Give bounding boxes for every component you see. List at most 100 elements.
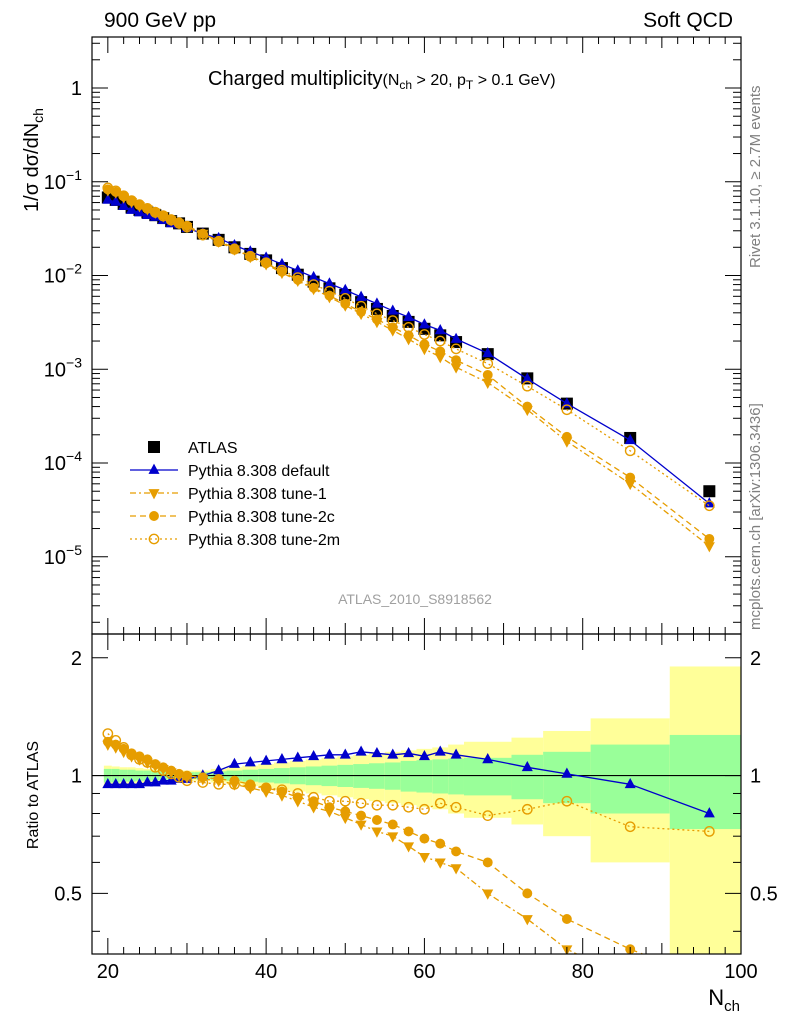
ratio-band-green [669,734,741,830]
ratio-point-pythia-8-308-tune-1 [387,832,399,843]
main-point-pythia-8-308-tune-2m [419,329,430,340]
ratio-point-pythia-8-308-default [521,760,533,772]
main-ytick-label: 10−3 [44,354,82,381]
ratio-point-pythia-8-308-tune-2m [181,775,193,787]
main-point-pythia-8-308-tune-1 [482,378,494,389]
main-point-pythia-8-308-tune-2c [482,369,493,380]
main-point-pythia-8-308-tune-2m [339,293,351,304]
ratio-point-pythia-8-308-tune-2c [522,888,533,899]
ratio-point-pythia-8-308-default [355,745,367,756]
main-point-pythia-8-308-tune-1 [434,353,446,364]
main-point-pythia-8-308-default [703,497,715,508]
main-point-pythia-8-308-tune-2c [142,203,153,214]
main-point-pythia-8-308-tune-2m [561,404,573,416]
main-point-pythia-8-308-tune-2m [521,380,533,392]
ratio-point-pythia-8-308-tune-2m [339,795,351,807]
ratio-ylabel: Ratio to ATLAS [25,741,42,849]
ratio-point-pythia-8-308-default [482,753,494,764]
main-point-pythia-8-308-default [339,283,351,294]
ratio-point-pythia-8-308-tune-2c [134,751,145,762]
main-point-pythia-8-308-tune-2m [118,190,130,202]
main-panel: 110−110−210−310−410−5 1/σ dσ/dNch Charge… [21,36,742,635]
main-ytick-label: 10−2 [44,261,82,288]
ratio-point-pythia-8-308-tune-2m [142,757,153,768]
main-point-pythia-8-308-default [110,195,122,206]
main-point-pythia-8-308-tune-2m [244,250,256,262]
ratio-line-pythia-8-308-tune-2m [107,733,710,833]
chart-title-sub-mid: > 20, p [412,72,466,89]
main-point-pythia-8-308-tune-2c [245,250,256,261]
chart-title: Charged multiplicity(Nch > 20, pT > 0.1 … [208,68,556,92]
legend-marker-pythia-8-308-tune-2c [149,511,159,521]
ratio-point-pythia-8-308-default [244,756,256,767]
ratio-point-pythia-8-308-default [228,757,240,768]
ratio-point-pythia-8-308-default [561,767,573,778]
ratio-point-pythia-8-308-tune-2c [356,810,367,821]
ratio-point-pythia-8-308-tune-2c [704,975,714,985]
main-ytick-label: 10−5 [44,542,82,569]
ratio-point-pythia-8-308-tune-2c [261,782,272,793]
ratio-point-pythia-8-308-tune-2m [110,735,122,746]
ratio-point-pythia-8-308-tune-2m [624,821,636,833]
main-point-pythia-8-308-tune-2m [229,243,240,255]
ratio-point-pythia-8-308-tune-2c [166,765,177,776]
ratio-point-pythia-8-308-tune-2c [482,857,493,868]
ratio-point-pythia-8-308-default [292,751,304,762]
ratio-point-pythia-8-308-default [403,746,415,758]
ratio-point-pythia-8-308-default [418,749,430,761]
main-point-pythia-8-308-tune-2m [703,500,715,512]
xtick-label: 100 [724,961,757,983]
ratio-point-pythia-8-308-tune-1 [403,842,415,853]
ratio-band-green [463,757,512,796]
main-ylabel-sub: ch [30,108,46,123]
main-point-pythia-8-308-default [276,257,288,269]
main-axis-ticks [92,37,742,634]
main-point-pythia-8-308-tune-2m [450,343,462,355]
ratio-ytick-label-left: 0.5 [54,883,82,905]
ratio-point-pythia-8-308-tune-2c [371,815,382,825]
ratio-point-pythia-8-308-tune-2c [403,826,414,837]
ratio-point-pythia-8-308-default [260,754,272,765]
ratio-point-pythia-8-308-default [339,748,351,759]
ratio-point-pythia-8-308-tune-2m [371,799,383,811]
main-point-pythia-8-308-tune-2m [355,300,367,312]
mcplots-label: mcplots.cern.ch [arXiv:1306.3436] [747,403,764,630]
main-ytick-labels: 1 10−1 10−2 10−3 10−4 10−5 [44,78,82,569]
main-point-pythia-8-308-tune-2c [435,346,446,357]
main-point-pythia-8-308-default [450,332,462,343]
ratio-point-pythia-8-308-tune-2c [102,736,113,747]
main-point-pythia-8-308-default [371,297,383,308]
ratio-point-pythia-8-308-tune-1 [418,852,430,864]
main-ytick-label: 10−4 [44,448,82,475]
legend-label-pythia-8-308-tune-2c: Pythia 8.308 tune-2c [188,509,335,526]
legend-marker-pythia-8-308-tune-2m [148,533,160,545]
main-ylabel: 1/σ dσ/dNch [21,108,46,212]
ratio-point-pythia-8-308-default [141,776,153,787]
legend: ATLAS Pythia 8.308 default Pythia 8.308 tu… [130,440,340,549]
chart-title-sub-ch: ch [399,78,412,92]
main-point-pythia-8-308-default [561,397,573,408]
main-point-pythia-8-308-tune-2c [522,401,533,412]
xtick-label: 80 [572,961,594,983]
main-point-pythia-8-308-default [434,324,446,335]
main-ytick-label: 10−1 [44,167,82,194]
ratio-point-pythia-8-308-tune-2m [308,791,319,803]
ratio-point-pythia-8-308-tune-2m [324,795,335,807]
main-point-pythia-8-308-default [308,270,320,282]
ratio-point-pythia-8-308-default [157,774,169,785]
main-point-pythia-8-308-tune-1 [624,479,636,491]
svg-text:1/σ dσ/dNch: 1/σ dσ/dNch [21,108,46,212]
ratio-point-pythia-8-308-tune-2m [292,788,304,799]
ratio-point-pythia-8-308-default [110,777,122,789]
ratio-point-pythia-8-308-default [450,748,462,759]
ratio-point-pythia-8-308-tune-2m [355,797,367,809]
ratio-point-pythia-8-308-tune-2m [102,728,114,739]
main-ylabel-text: 1/σ dσ/dN [21,123,43,212]
main-point-pythia-8-308-tune-2m [403,321,414,333]
ratio-point-pythia-8-308-tune-1 [339,813,351,825]
main-point-pythia-8-308-tune-2c [126,195,137,206]
ratio-point-pythia-8-308-default [703,807,715,818]
ratio-point-pythia-8-308-default [371,746,383,758]
main-point-pythia-8-308-tune-2m [197,229,209,241]
ratio-point-pythia-8-308-tune-2m [213,778,225,790]
